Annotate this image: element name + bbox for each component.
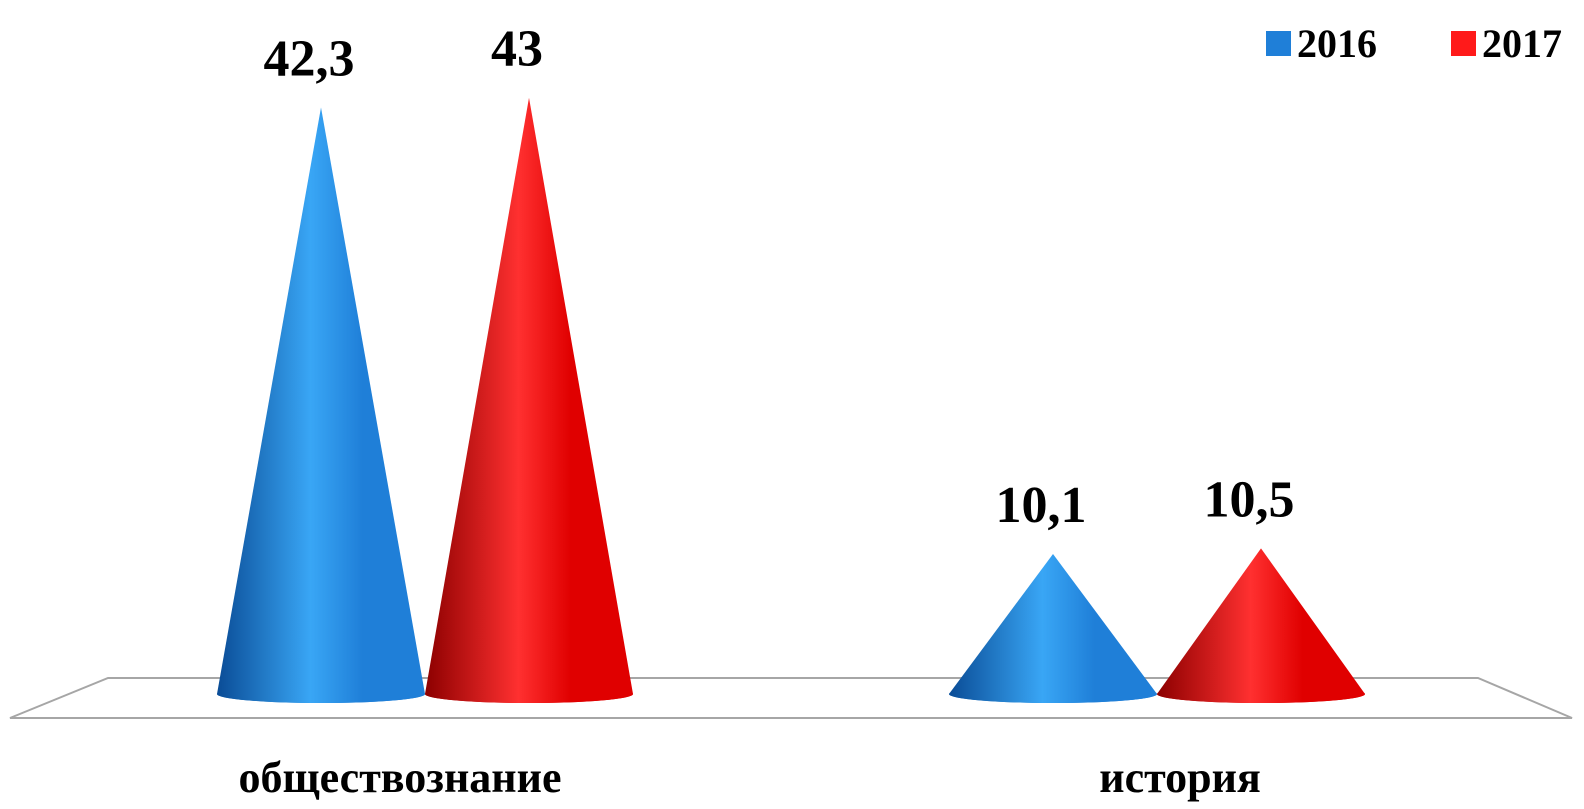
category-label-2: история	[1099, 753, 1261, 802]
legend-swatch-series-1	[1266, 31, 1291, 56]
data-label-1-1: 42,3	[264, 30, 355, 87]
cone-2-2	[1157, 548, 1365, 703]
category-label-1: обществознание	[238, 753, 561, 802]
chart-labels: 42,3 43 обществознание 10,1 10,5 история	[238, 21, 1294, 802]
cone-2-1	[425, 97, 633, 703]
legend-item-series-2: 2017	[1451, 20, 1562, 67]
chart-marks	[217, 97, 1365, 703]
data-label-1-2: 10,1	[996, 477, 1087, 534]
legend-swatch-series-2	[1451, 31, 1476, 56]
cone-1-1	[217, 107, 425, 703]
legend-label-series-1: 2016	[1297, 21, 1377, 66]
data-label-2-1: 43	[491, 21, 543, 78]
legend-item-series-1: 2016	[1266, 20, 1377, 67]
chart-legend: 2016 2017	[1266, 20, 1562, 67]
cone-1-2	[949, 553, 1157, 703]
data-label-2-2: 10,5	[1204, 471, 1295, 528]
legend-label-series-2: 2017	[1482, 21, 1562, 66]
